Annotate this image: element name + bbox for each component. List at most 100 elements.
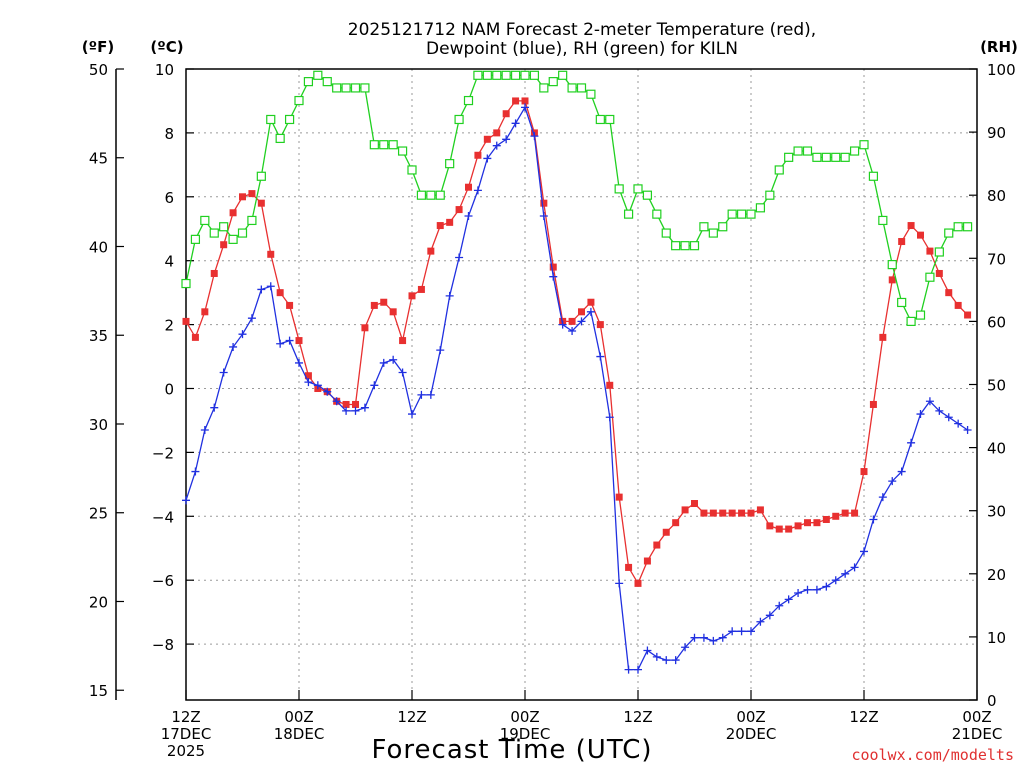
data-point-temperature <box>738 509 746 517</box>
data-point-rh <box>774 165 784 175</box>
data-point-temperature <box>465 183 472 191</box>
tick-label-x: 00Z <box>962 708 991 726</box>
data-point-dewpoint <box>539 211 548 220</box>
credit-label: coolwx.com/modelts <box>851 746 1014 764</box>
data-point-dewpoint <box>530 132 539 141</box>
unit-label-rh: (RH) <box>980 38 1018 56</box>
tick-label-celsius: −4 <box>152 508 174 526</box>
data-point-temperature <box>229 209 237 217</box>
data-point-dewpoint <box>360 403 369 412</box>
tick-label-x: 00Z <box>736 708 765 726</box>
tick-label-x: 20DEC <box>726 725 777 743</box>
data-point-temperature <box>747 509 755 517</box>
data-point-temperature <box>832 512 840 520</box>
data-point-dewpoint <box>219 368 228 377</box>
data-point-rh <box>510 70 521 80</box>
data-point-dewpoint <box>182 496 190 505</box>
data-point-dewpoint <box>690 633 699 642</box>
data-point-temperature <box>860 468 868 476</box>
data-point-dewpoint <box>878 493 887 502</box>
data-point-rh <box>944 228 954 238</box>
data-point-rh <box>294 95 304 106</box>
data-point-rh <box>595 114 605 125</box>
data-point-rh <box>360 83 370 93</box>
data-point-rh <box>765 190 775 200</box>
tick-label-rh: 100 <box>987 61 1016 79</box>
data-point-temperature <box>370 301 378 309</box>
data-point-rh <box>831 152 841 162</box>
data-point-temperature <box>361 324 369 332</box>
data-point-dewpoint <box>577 317 586 326</box>
data-point-rh <box>878 215 888 226</box>
tick-label-rh: 60 <box>987 313 1006 331</box>
data-point-rh <box>812 152 822 162</box>
tick-label-celsius: 0 <box>164 380 174 398</box>
data-point-rh <box>746 209 756 219</box>
tick-label-x: 12Z <box>171 708 200 726</box>
data-point-rh <box>275 133 285 144</box>
data-point-temperature <box>907 222 915 230</box>
data-point-dewpoint <box>615 579 624 588</box>
data-point-temperature <box>248 190 256 198</box>
data-point-dewpoint <box>586 307 595 316</box>
data-point-rh <box>322 77 332 87</box>
data-point-rh <box>416 190 427 200</box>
tick-label-celsius: 4 <box>164 253 174 271</box>
data-point-dewpoint <box>417 390 426 399</box>
data-point-dewpoint <box>313 381 322 390</box>
data-point-dewpoint <box>596 352 605 361</box>
data-point-rh <box>539 83 549 93</box>
data-point-rh <box>614 184 624 194</box>
data-point-rh <box>576 83 587 93</box>
tick-label-rh: 80 <box>987 187 1006 205</box>
data-point-rh <box>623 209 634 219</box>
data-point-rh <box>680 241 690 251</box>
data-point-temperature <box>888 276 896 284</box>
data-point-temperature <box>389 308 397 316</box>
data-point-temperature <box>662 528 670 536</box>
data-point-dewpoint <box>831 576 840 585</box>
data-point-rh <box>501 70 511 80</box>
data-point-temperature <box>191 333 199 341</box>
data-point-temperature <box>964 311 972 319</box>
data-point-temperature <box>201 308 209 316</box>
data-point-rh <box>849 146 860 156</box>
data-point-rh <box>200 215 210 226</box>
data-point-rh <box>435 190 445 200</box>
data-point-temperature <box>427 247 435 255</box>
data-point-rh <box>332 83 342 93</box>
series-line-rh <box>185 74 968 323</box>
data-point-dewpoint <box>247 314 256 323</box>
tick-label-rh: 30 <box>987 503 1006 521</box>
data-point-rh <box>915 310 926 320</box>
data-point-temperature <box>502 110 510 118</box>
data-point-dewpoint <box>671 656 680 665</box>
data-point-temperature <box>596 321 604 329</box>
data-point-temperature <box>220 241 228 249</box>
data-point-temperature <box>257 199 265 207</box>
data-point-dewpoint <box>907 438 916 447</box>
tick-label-rh: 0 <box>987 692 997 710</box>
unit-label-celsius: (ºC) <box>150 38 183 56</box>
tick-label-x: 2025 <box>167 742 205 760</box>
data-point-dewpoint <box>238 330 247 339</box>
data-point-dewpoint <box>794 588 803 597</box>
data-point-rh <box>671 241 681 251</box>
data-point-rh <box>586 89 596 99</box>
data-point-rh <box>821 152 831 162</box>
tick-label-rh: 20 <box>987 566 1006 584</box>
data-point-temperature <box>794 522 802 530</box>
data-point-temperature <box>568 317 576 325</box>
data-point-temperature <box>436 222 444 230</box>
grid-layer <box>186 69 977 700</box>
data-point-rh <box>209 228 219 238</box>
data-point-dewpoint <box>681 643 690 652</box>
data-point-temperature <box>766 522 774 530</box>
data-point-dewpoint <box>558 320 567 329</box>
data-point-rh <box>642 190 653 200</box>
data-point-rh <box>463 95 474 106</box>
tick-label-x: 17DEC <box>161 725 212 743</box>
data-point-rh <box>445 159 455 169</box>
data-point-temperature <box>493 129 501 137</box>
data-point-temperature <box>926 247 934 255</box>
